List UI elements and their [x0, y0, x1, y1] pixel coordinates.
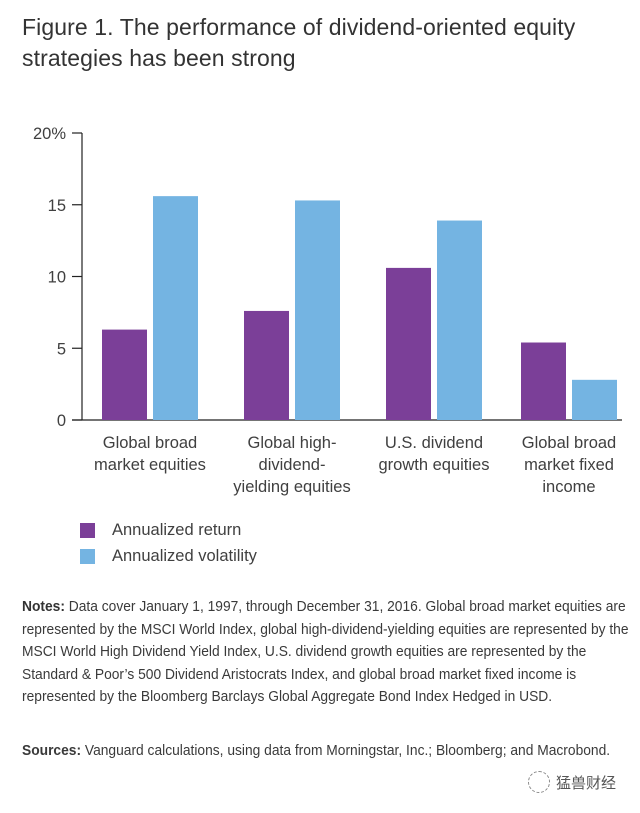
- legend-item-volatility: Annualized volatility: [80, 543, 257, 569]
- bar-return: [102, 329, 147, 420]
- x-tick-label: Global high-dividend-yielding equities: [227, 432, 357, 498]
- legend-label-return: Annualized return: [112, 520, 242, 539]
- notes-label: Notes:: [22, 598, 65, 615]
- x-tick-label: Global broad market equities: [85, 432, 215, 476]
- x-tick-label-line: yielding equities: [233, 478, 351, 496]
- legend-item-return: Annualized return: [80, 517, 257, 543]
- legend-swatch-volatility: [80, 548, 95, 564]
- y-tick-label: 20%: [33, 125, 66, 143]
- figure-title: Figure 1. The performance of dividend-or…: [22, 14, 576, 71]
- x-tick-label-line: Global broad: [102, 434, 198, 452]
- bar-chart: 0 5 10 15 20%: [33, 125, 622, 430]
- bar-return: [521, 342, 566, 420]
- bar-return: [386, 267, 431, 420]
- y-tick-label: 0: [57, 412, 66, 430]
- x-tick-label-line: growth equities: [378, 456, 490, 474]
- legend: Annualized return Annualized volatility: [80, 517, 257, 569]
- y-tick-label: 10: [48, 269, 66, 287]
- x-tick-label-line: income: [542, 478, 596, 496]
- x-tick-label-line: Global broad: [521, 434, 617, 452]
- x-tick-label-line: dividend-: [258, 456, 326, 474]
- bar-volatility: [295, 200, 340, 420]
- x-tick-label-line: U.S. dividend: [384, 434, 484, 452]
- sources: Sources: Vanguard calculations, using da…: [22, 740, 629, 763]
- bar-volatility: [437, 220, 482, 420]
- y-tick-label: 15: [48, 197, 66, 215]
- wechat-logo-icon: [528, 771, 550, 793]
- watermark: 猛兽财经: [528, 771, 616, 793]
- legend-swatch-return: [80, 522, 95, 538]
- y-tick-label: 5: [57, 340, 66, 358]
- legend-label-volatility: Annualized volatility: [112, 546, 257, 565]
- x-tick-label-line: market fixed: [524, 456, 614, 474]
- bar-volatility: [572, 379, 617, 420]
- x-tick-label: Global broad market fixed income: [504, 432, 634, 498]
- sources-text: Vanguard calculations, using data from M…: [81, 742, 611, 759]
- notes: Notes: Data cover January 1, 1997, throu…: [22, 596, 629, 709]
- sources-label: Sources:: [22, 742, 82, 759]
- watermark-text: 猛兽财经: [556, 774, 617, 792]
- bar-return: [244, 310, 289, 420]
- x-tick-label-line: market equities: [94, 456, 206, 474]
- x-tick-label: U.S. dividend growth equities: [369, 432, 499, 476]
- bar-volatility: [153, 196, 198, 420]
- notes-text: Data cover January 1, 1997, through Dece…: [22, 598, 629, 705]
- x-tick-label-line: Global high-: [247, 434, 337, 452]
